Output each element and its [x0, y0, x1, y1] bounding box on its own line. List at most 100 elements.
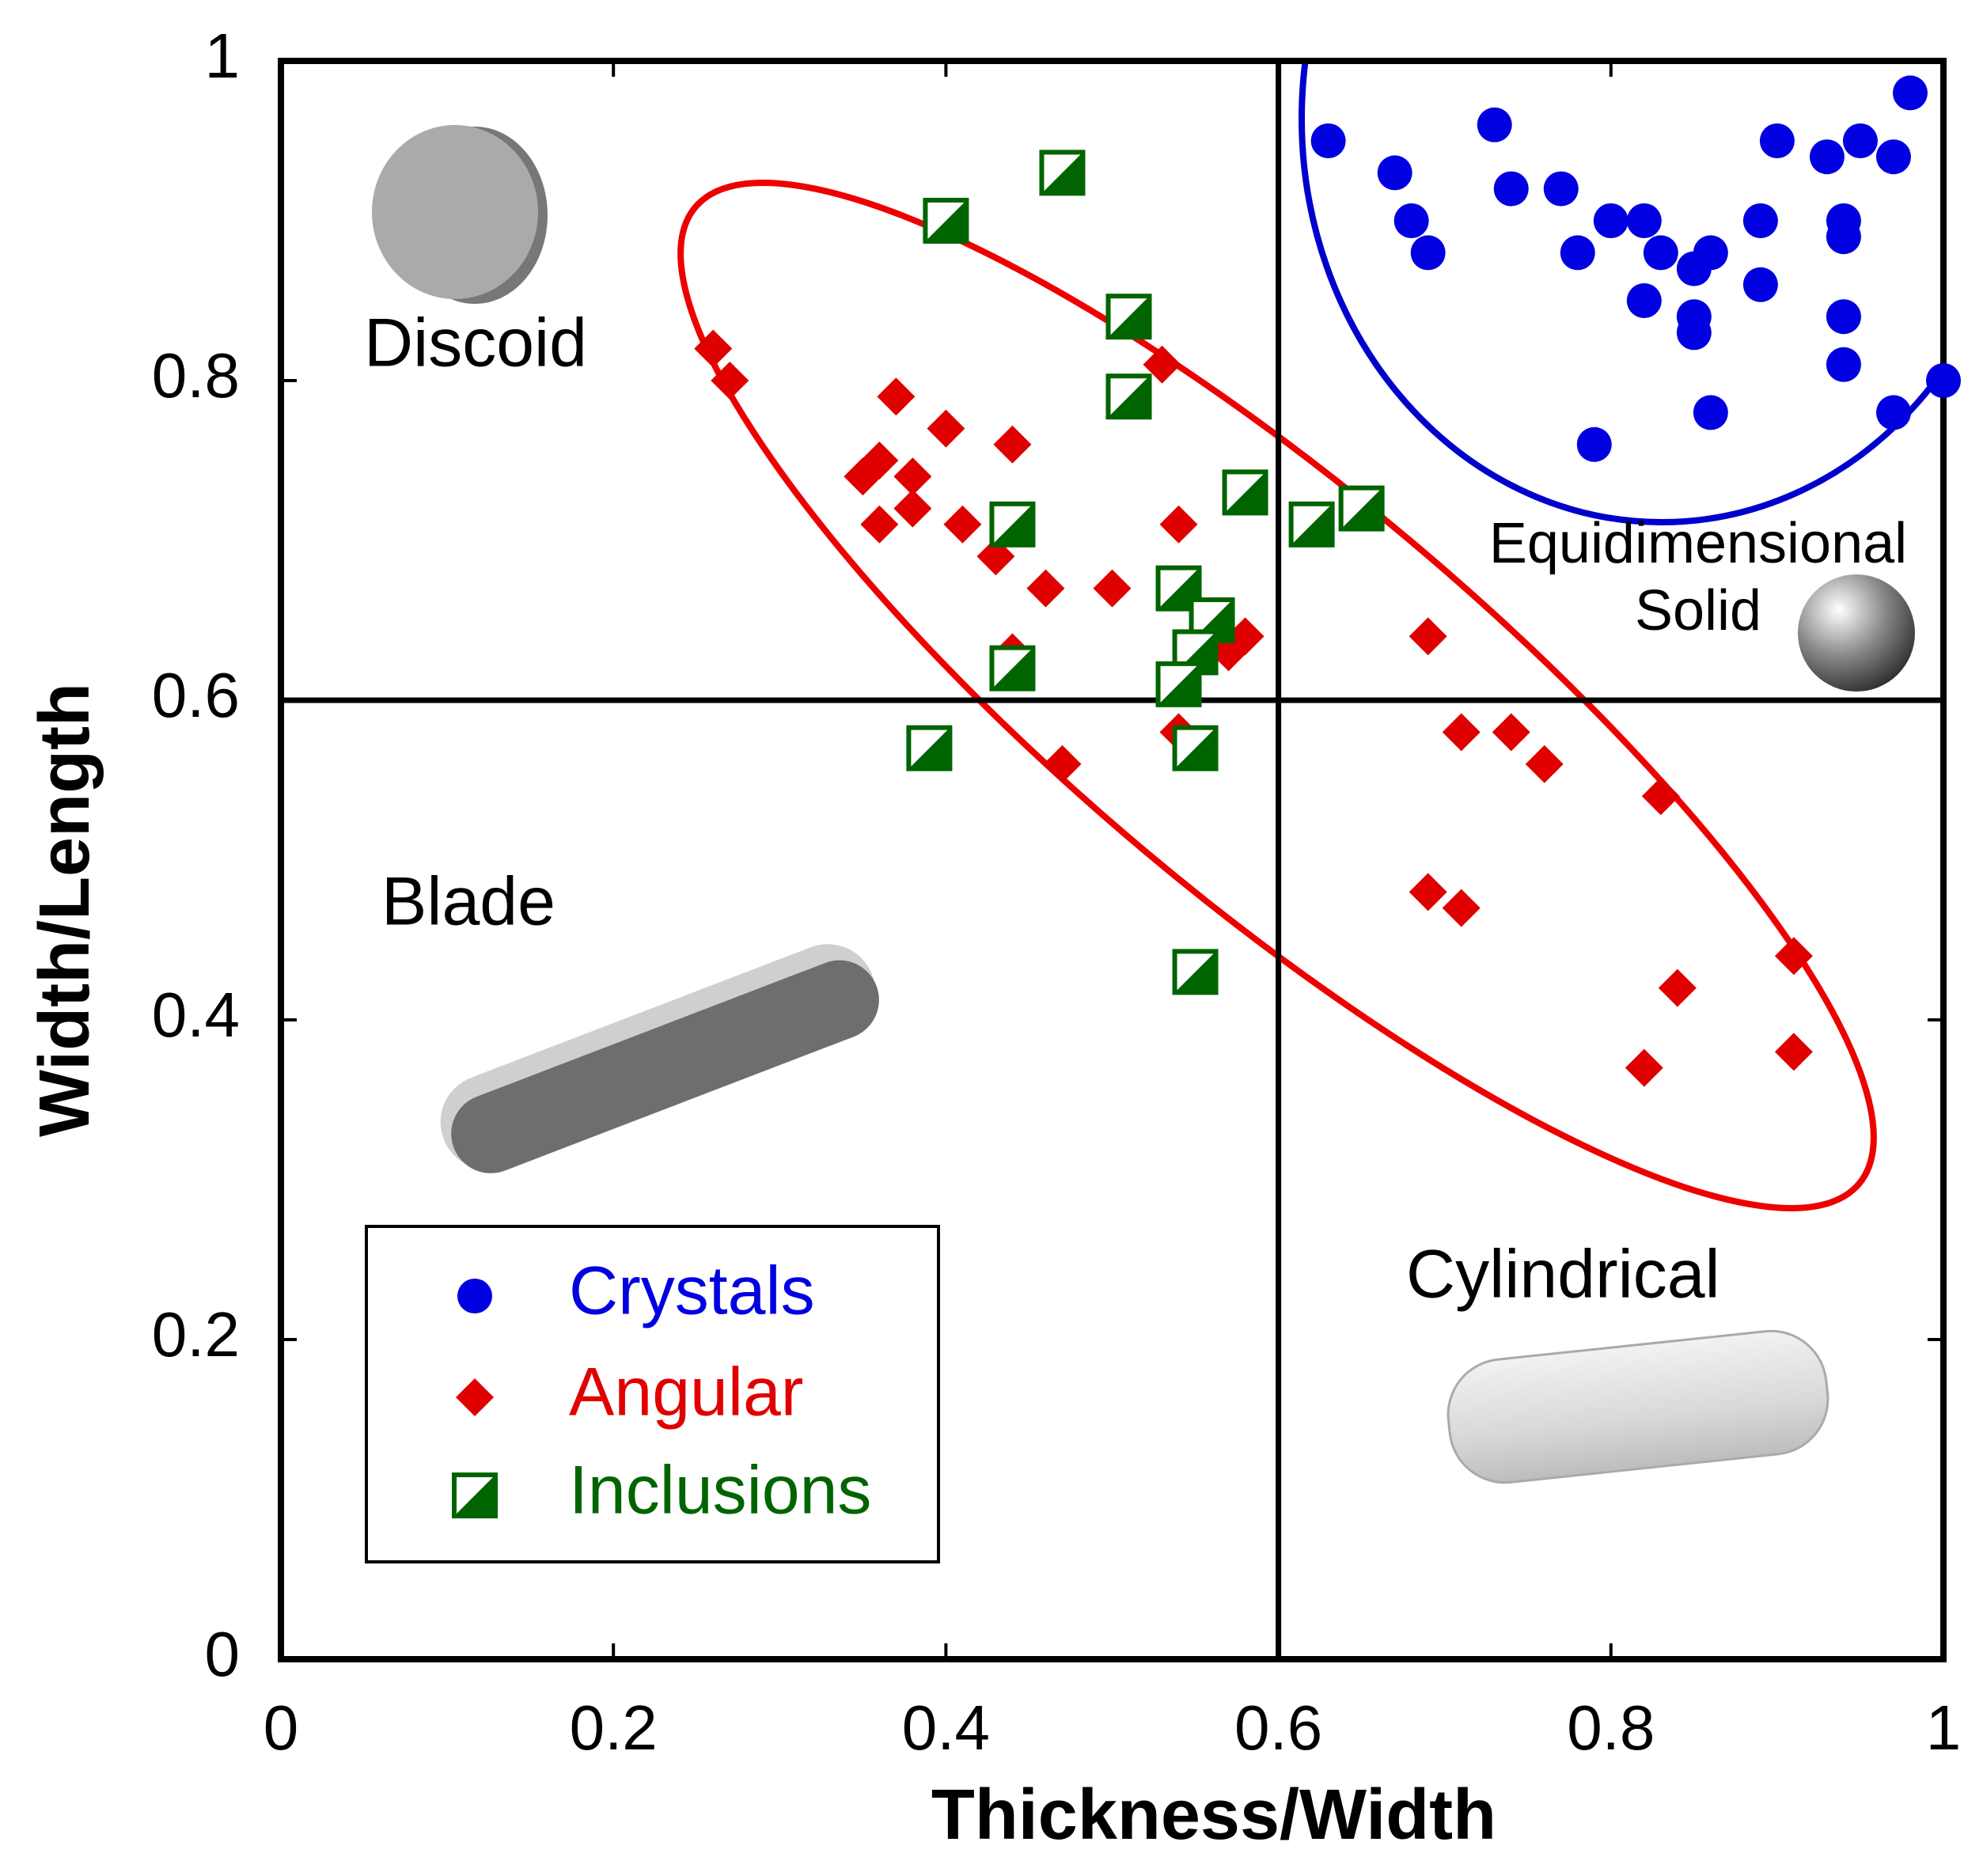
annotation: Cylindrical [1406, 1237, 1720, 1313]
discoid-icon [372, 125, 548, 304]
point-fill [908, 727, 950, 769]
point-fill [1224, 472, 1266, 514]
y-tick-label: 1 [205, 21, 241, 91]
point [893, 489, 932, 528]
point-fill [1108, 296, 1150, 338]
point [1043, 745, 1082, 783]
point [1026, 569, 1065, 608]
point [993, 425, 1032, 464]
point [1658, 968, 1697, 1007]
point [1143, 345, 1181, 384]
point [1926, 363, 1961, 398]
x-tick-label: 0.2 [570, 1692, 658, 1763]
y-tick-label: 0 [205, 1619, 241, 1689]
point [1593, 203, 1628, 238]
point [1172, 725, 1219, 771]
point [1039, 150, 1086, 196]
point [1493, 171, 1529, 207]
crystals-envelope [1299, 61, 1943, 525]
point [1892, 75, 1928, 111]
point-fill [1041, 152, 1083, 194]
annotation: Discoid [364, 305, 587, 381]
point-fill [992, 503, 1033, 545]
y-tick-label: 0.6 [152, 660, 240, 730]
point [943, 505, 982, 544]
annotation: Blade [381, 864, 555, 940]
y-tick-label: 0.2 [152, 1299, 240, 1370]
point [860, 442, 899, 479]
point-fill [1174, 727, 1216, 769]
point [1492, 713, 1530, 752]
cylinder-icon [1446, 1329, 1829, 1484]
point [1105, 373, 1152, 420]
y-tick-label: 0.4 [152, 980, 240, 1050]
point [1155, 661, 1202, 707]
point [1626, 203, 1662, 238]
point [1826, 347, 1861, 382]
point-fill [1158, 663, 1200, 705]
x-tick-label: 1 [1926, 1692, 1962, 1763]
point [1222, 469, 1268, 516]
point-fill [1158, 567, 1200, 609]
legend-entry: Angular [456, 1355, 803, 1431]
point [860, 505, 899, 544]
x-tick-label: 0.6 [1234, 1692, 1322, 1763]
point [1442, 889, 1481, 927]
legend-marker [452, 1472, 498, 1518]
point [927, 409, 965, 448]
x-tick-label: 0.8 [1567, 1692, 1655, 1763]
point [1576, 426, 1612, 462]
legend-label: Angular [569, 1355, 803, 1431]
point [1477, 107, 1512, 142]
point [1377, 155, 1412, 191]
point [694, 329, 733, 368]
point [1742, 203, 1778, 238]
point [1693, 235, 1728, 271]
point [893, 457, 932, 496]
point [1409, 617, 1447, 656]
point [1626, 283, 1662, 318]
legend-label: Crystals [569, 1253, 815, 1329]
point [1641, 777, 1680, 816]
point [1875, 395, 1911, 430]
point [1625, 1048, 1663, 1087]
point [1288, 501, 1335, 548]
legend-label: Inclusions [569, 1453, 871, 1529]
point [1759, 123, 1795, 158]
point [1774, 937, 1813, 976]
point [1774, 1033, 1813, 1071]
point [1543, 171, 1579, 207]
x-axis-label: Thickness/Width [931, 1776, 1496, 1855]
point [1676, 315, 1712, 351]
point-fill [1340, 487, 1382, 529]
legend-entry: Crystals [457, 1253, 815, 1329]
point [1442, 713, 1481, 752]
point [1105, 294, 1152, 340]
x-tick-label: 0 [264, 1692, 299, 1763]
point [1560, 235, 1595, 271]
point [1875, 139, 1911, 175]
point [711, 362, 749, 400]
annotation: Equidimensional [1489, 512, 1907, 575]
point [1310, 123, 1346, 158]
sphere-icon [1798, 574, 1915, 692]
plot-frame [278, 58, 1947, 1662]
point [1159, 505, 1198, 544]
point [989, 645, 1036, 692]
point [1826, 219, 1861, 255]
point [1742, 267, 1778, 302]
point [1826, 299, 1861, 335]
legend-marker [456, 1378, 494, 1416]
blade-icon [440, 944, 879, 1173]
point [1172, 949, 1219, 995]
point [1525, 745, 1564, 783]
y-axis-label: Width/Length [25, 683, 104, 1137]
point-fill [1174, 951, 1216, 993]
x-tick-label: 0.4 [902, 1692, 990, 1763]
y-tick-label: 0.8 [152, 340, 240, 411]
point [989, 501, 1036, 548]
point [1409, 873, 1447, 911]
angular-envelope [677, 180, 1877, 1211]
point-fill [1291, 503, 1333, 545]
